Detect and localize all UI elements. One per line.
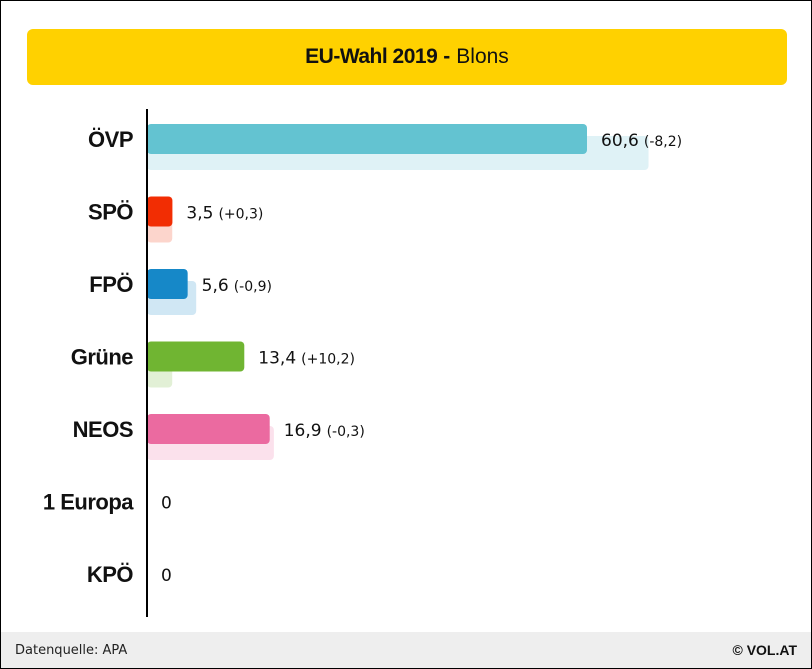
title-banner: EU-Wahl 2019 - Blons <box>27 29 787 85</box>
title-separator: - <box>443 45 451 68</box>
chart-subtitle: Blons <box>456 45 509 68</box>
value-label-spö: 3,5 (+0,3) <box>186 204 263 224</box>
brand-label: © VOL.AT <box>732 642 798 658</box>
value-label-grüne: 13,4 (+10,2) <box>258 349 355 369</box>
value-label-fpö: 5,6 (-0,9) <box>202 276 272 296</box>
change-label-spö: (+0,3) <box>218 207 263 223</box>
category-label-spö: SPÖ <box>88 200 133 225</box>
footer: Datenquelle: APA © VOL.AT <box>1 632 811 668</box>
value-label-neos: 16,9 (-0,3) <box>284 421 365 441</box>
bar-neos <box>147 414 270 444</box>
change-label-neos: (-0,3) <box>327 424 365 440</box>
bar-chart: ÖVP 60,6 (-8,2) SPÖ 3,5 (+0,3) FPÖ 5,6 (-0,9) Grü… <box>43 109 682 617</box>
bar-spö <box>147 196 173 227</box>
category-label-kpö: KPÖ <box>87 562 134 587</box>
category-label-grüne: Grüne <box>71 345 134 370</box>
value-label-kpö: 0 <box>161 566 172 586</box>
bar-grüne <box>147 341 245 372</box>
value-label-övp: 60,6 (-8,2) <box>601 131 682 151</box>
category-label-neos: NEOS <box>73 417 133 442</box>
bar-övp <box>147 124 587 154</box>
chart-title: EU-Wahl 2019 <box>305 45 438 68</box>
change-label-övp: (-8,2) <box>644 134 682 150</box>
category-label-1-europa: 1 Europa <box>43 490 134 515</box>
category-label-övp: ÖVP <box>88 127 133 152</box>
data-source-label: Datenquelle: APA <box>15 643 128 658</box>
change-label-fpö: (-0,9) <box>234 279 272 295</box>
value-label-1-europa: 0 <box>161 494 172 514</box>
bar-fpö <box>147 269 188 299</box>
change-label-grüne: (+10,2) <box>301 352 355 368</box>
category-label-fpö: FPÖ <box>89 272 133 297</box>
